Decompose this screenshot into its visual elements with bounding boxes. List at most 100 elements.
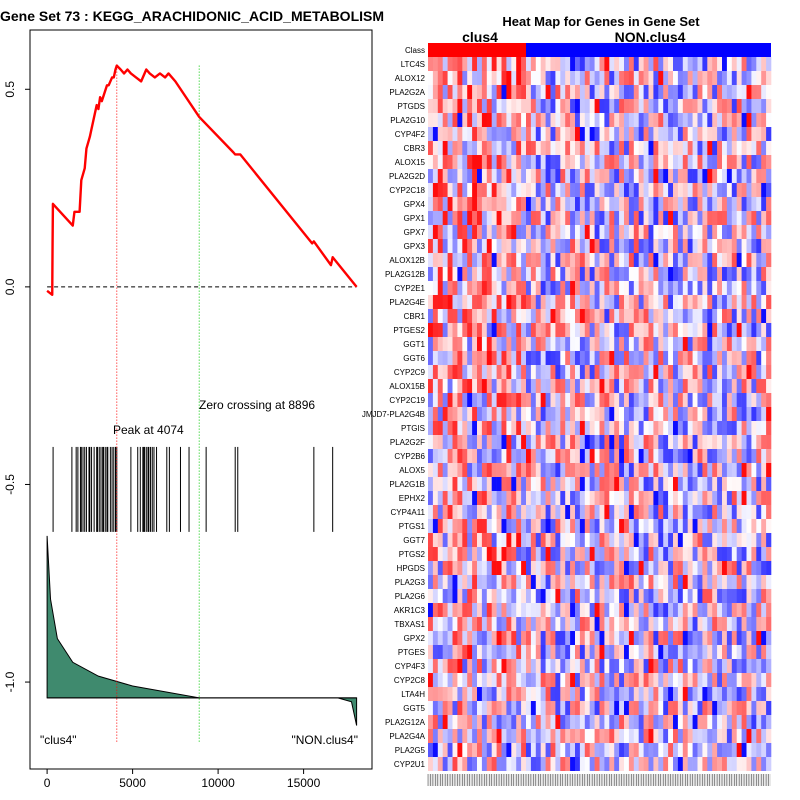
heatmap-cell [481,225,488,239]
heatmap-cell [609,449,615,463]
heatmap-cell [677,225,684,239]
heatmap-cell [614,449,620,463]
heatmap-cell [668,225,674,239]
heatmap-cell [472,687,478,701]
heatmap-cell [535,365,541,379]
heatmap-cell [722,463,728,477]
heatmap-cell [663,589,669,603]
heatmap-cell [633,533,639,547]
heatmap-cell [658,57,664,71]
heatmap-cell [761,701,767,715]
heatmap-cell [712,659,718,673]
heatmap-cell [442,645,448,659]
heatmap-cell [648,239,654,253]
heatmap-cell [477,239,483,253]
heatmap-cell [726,393,733,407]
heatmap-cell [555,239,561,253]
heatmap-cell [653,561,659,575]
heatmap-cell [761,281,767,295]
heatmap-cell [447,127,453,141]
gene-label: JMJD7-PLA2G4B [362,410,425,419]
heatmap-cell [575,155,581,169]
heatmap-cell [707,757,713,771]
heatmap-cell [428,477,434,491]
heatmap-cell [702,659,708,673]
heatmap-cell [673,743,679,757]
heatmap-cell [496,127,502,141]
heatmap-cell [702,701,708,715]
heatmap-cell [658,253,664,267]
heatmap-cell [526,295,532,309]
heatmap-cell [658,519,664,533]
heatmap-cell [619,631,625,645]
heatmap-cell [687,533,693,547]
heatmap-cell [594,351,600,365]
heatmap-cell [638,547,644,561]
heatmap-cell [614,715,620,729]
heatmap-cell [638,729,644,743]
heatmap-cell [481,505,488,519]
heatmap-cell [736,743,742,757]
heatmap-cell [609,631,615,645]
heatmap-cell [751,281,757,295]
right-class-label: "NON.clus4" [291,733,358,747]
heatmap-cell [648,155,654,169]
heatmap-cell [697,365,703,379]
heatmap-cell [707,351,713,365]
heatmap-cell [633,435,639,449]
heatmap-cell [594,561,600,575]
heatmap-cell [741,743,747,757]
heatmap-cell [511,155,517,169]
heatmap-cell [457,351,463,365]
heatmap-cell [668,183,674,197]
heatmap-cell [594,183,600,197]
heatmap-cell [462,421,468,435]
heatmap-cell [535,351,541,365]
heatmap-cell [516,659,522,673]
heatmap-cell [526,533,532,547]
heatmap-cell [653,673,659,687]
heatmap-cell [712,729,718,743]
heatmap-cell [648,197,654,211]
heatmap-cell [658,379,664,393]
heatmap-cell [751,127,757,141]
heatmap-cell [756,673,762,687]
heatmap-cell [428,575,434,589]
heatmap-cell [717,575,723,589]
heatmap-cell [530,393,537,407]
heatmap-cell [437,575,443,589]
heatmap-cell [731,589,737,603]
heatmap-cell [628,477,635,491]
heatmap-cell [766,673,772,687]
heatmap-cell [477,71,483,85]
heatmap-cell [766,141,772,155]
heatmap-cell [658,533,664,547]
heatmap-cell [594,337,600,351]
heatmap-cell [604,365,610,379]
heatmap-cell [521,575,527,589]
heatmap-cell [677,323,684,337]
heatmap-cell [506,337,512,351]
heatmap-cell [663,197,669,211]
heatmap-cell [599,407,605,421]
heatmap-cell [746,379,752,393]
heatmap-cell [722,141,728,155]
heatmap-cell [648,463,654,477]
heatmap-cell [638,211,644,225]
heatmap-cell [682,617,688,631]
heatmap-cell [702,757,708,771]
heatmap-cell [604,743,610,757]
heatmap-cell [555,169,561,183]
heatmap-cell [496,183,502,197]
heatmap-cell [687,435,693,449]
heatmap-cell [491,365,497,379]
heatmap-cell [643,99,649,113]
heatmap-cell [717,715,723,729]
heatmap-cell [692,71,698,85]
heatmap-cell [555,701,561,715]
heatmap-cell [722,365,728,379]
heatmap-cell [462,141,468,155]
heatmap-cell [526,589,532,603]
heatmap-cell [594,393,600,407]
heatmap-cell [766,603,772,617]
